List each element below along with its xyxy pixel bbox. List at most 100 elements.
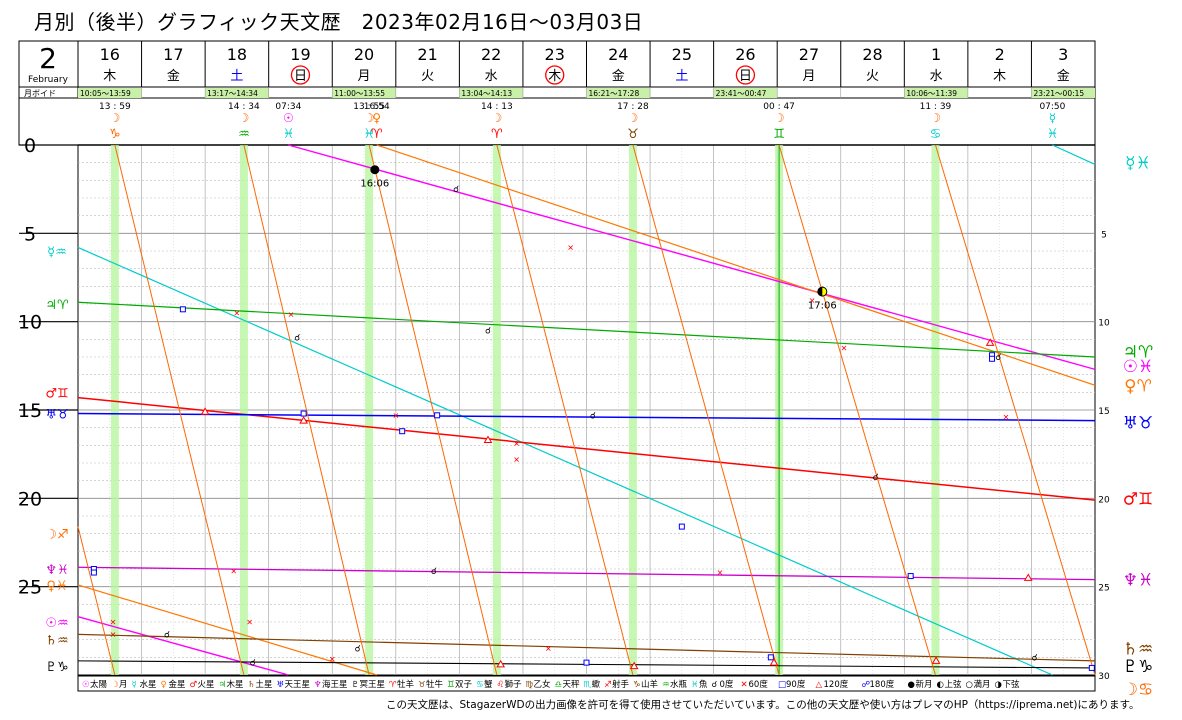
first-quarter-shade: [817, 287, 823, 297]
planet-line: [934, 144, 1096, 676]
weekday-label: 日: [739, 69, 752, 84]
weekday-label: 日: [294, 69, 307, 84]
ingress-planet-glyph: ☽: [930, 111, 941, 125]
ingress-sign-glyph: ♓: [283, 127, 295, 142]
y-right-tick-label: 5: [1101, 230, 1107, 240]
aspect-square: [907, 573, 914, 580]
void-time: 11:00～13:55: [334, 89, 385, 98]
y-right-tick-label: 25: [1098, 584, 1109, 594]
weekday-label: 土: [675, 69, 688, 84]
aspect-conjunction: ☌: [250, 659, 256, 669]
planet-line: [632, 144, 780, 676]
moon-ingress-band: [365, 145, 374, 675]
legend-glyph: ☿: [132, 680, 137, 690]
ingress-planet-glyph: ☽: [239, 111, 250, 125]
planet-line: [114, 144, 245, 676]
void-time: 23:41～00:47: [716, 89, 767, 98]
aspect-square: [434, 412, 441, 419]
legend-label: 60度: [749, 679, 769, 690]
ingress-time: 13 : 59: [99, 102, 131, 112]
moon-ingress-band: [239, 145, 248, 675]
y-tick-label: 0: [24, 135, 36, 157]
day-number: 3: [1058, 45, 1068, 64]
legend-label: 木星: [227, 679, 244, 690]
y-tick-label: 5: [24, 223, 36, 245]
legend-glyph: ♑: [633, 680, 641, 690]
weekday-label: 金: [167, 68, 180, 84]
legend-glyph: ●: [908, 680, 915, 690]
left-planet-label: ♆♓: [45, 563, 68, 578]
moon-ingress-band: [628, 145, 637, 675]
day-number: 19: [290, 45, 310, 64]
legend-glyph: ♈: [389, 680, 397, 690]
holiday-circle: [735, 65, 756, 85]
page-title: 月別（後半）グラフィック天文歴 2023年02月16日～03月03日: [34, 10, 644, 34]
void-band: [1031, 88, 1095, 98]
void-time: 16:21～17:28: [589, 89, 640, 98]
legend-label: 天秤: [563, 679, 581, 690]
legend-glyph: ♅: [277, 680, 285, 690]
left-planet-label: ♃♈: [45, 298, 69, 313]
left-planet-label: ♅♉: [45, 408, 68, 423]
planet-line: [77, 616, 289, 676]
legend-label: 水星: [140, 679, 157, 690]
ingress-sign-glyph: ♓: [1047, 127, 1059, 142]
legend-label: 双子: [455, 680, 473, 690]
aspect-trine: [1023, 573, 1033, 581]
aspect-conjunction: ☌: [873, 473, 879, 483]
weekday-label: 火: [421, 69, 434, 84]
ingress-sign-glyph: ♒: [238, 127, 250, 142]
day-number: 1: [931, 45, 941, 64]
right-planet-label: ♆♓: [1123, 571, 1153, 591]
legend-glyph: ◐: [937, 680, 944, 690]
ingress-planet-glyph: ☽: [491, 111, 502, 125]
day-number: 24: [608, 45, 628, 64]
aspect-sextile: ✕: [513, 455, 520, 464]
legend-label: 満月: [974, 680, 991, 690]
ingress-sign-glyph: ♊: [773, 127, 785, 142]
legend-glyph: ♍: [526, 680, 534, 690]
void-band: [713, 88, 778, 98]
aspect-conjunction: ☌: [355, 645, 361, 655]
legend-glyph: ♋: [476, 680, 484, 690]
ingress-planet-glyph: ☽: [628, 111, 639, 125]
legend-glyph: ♀: [161, 680, 167, 690]
y-tick-label: 15: [18, 400, 42, 422]
right-planet-label: ♀♈: [1124, 376, 1152, 396]
moon-ingress-band: [492, 145, 501, 675]
legend-label: 牡牛: [426, 679, 444, 690]
weekday-label: 月: [358, 69, 371, 84]
aspect-sextile: ✕: [809, 296, 816, 305]
legend-label: 120度: [824, 679, 849, 690]
void-band: [586, 88, 651, 98]
aspect-square: [583, 659, 590, 666]
holiday-circle: [290, 65, 311, 85]
right-planet-label: ♅♉: [1123, 413, 1153, 433]
new-moon-marker: [370, 165, 380, 175]
day-number: 22: [481, 45, 501, 64]
moon-ingress-band: [110, 145, 119, 675]
legend-glyph: ♂: [190, 680, 198, 690]
legend-glyph: ♃: [219, 680, 227, 690]
ingress-time: 07:50: [1039, 102, 1065, 112]
day-number: 16: [100, 45, 120, 64]
ingress-planet-glyph: ☽: [109, 111, 120, 125]
right-planet-label: ☿♓: [1125, 154, 1151, 174]
legend-label: 90度: [786, 679, 806, 690]
legend-label: 金星: [169, 679, 186, 690]
y-tick-label: 25: [18, 577, 42, 599]
aspect-conjunction: ☌: [485, 327, 491, 337]
legend-glyph: ○: [966, 680, 973, 690]
legend-glyph: ◑: [995, 680, 1002, 690]
planet-line: [77, 633, 1096, 662]
aspect-sextile: ✕: [246, 618, 253, 627]
aspect-trine: [629, 661, 639, 670]
aspect-conjunction: ☌: [453, 185, 459, 195]
aspect-conjunction: ☌: [590, 411, 596, 421]
legend-glyph: ♏: [584, 680, 592, 690]
legend-label: 乙女: [534, 679, 552, 690]
legend-label: 月: [119, 680, 128, 690]
ingress-sign-glyph: ♉: [627, 127, 639, 142]
ingress-sign-glyph: ♈: [491, 127, 503, 142]
ingress-sign-glyph: ♈: [371, 127, 383, 142]
